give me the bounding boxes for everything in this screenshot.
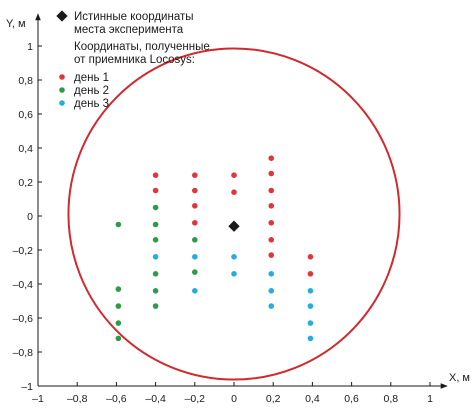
legend-series-marker xyxy=(59,100,65,106)
data-point xyxy=(115,303,122,309)
y-tick-label: 0,2 xyxy=(18,177,33,189)
data-point xyxy=(268,303,275,309)
data-point xyxy=(192,172,198,178)
data-point xyxy=(268,252,275,258)
true-position-marker xyxy=(228,220,240,232)
data-point xyxy=(231,172,237,178)
data-point xyxy=(307,320,314,326)
data-point xyxy=(268,203,275,209)
data-point xyxy=(192,253,198,260)
data-point xyxy=(152,288,159,294)
data-point xyxy=(152,237,159,243)
x-tick-label: 0 xyxy=(231,393,237,405)
y-tick-label: –1 xyxy=(21,381,33,393)
x-tick-label: –0,4 xyxy=(145,393,166,405)
tick-labels: –1 –0,8 –0,6 –0,4 –0,2 0 0,2 0,4 0,6 0,8 1 1 0,8 0,6 0… xyxy=(13,41,434,405)
y-tick-label: –0,8 xyxy=(13,347,34,359)
x-tick-label: 0,4 xyxy=(305,393,320,405)
data-point xyxy=(152,204,159,211)
y-tick-label: 1 xyxy=(27,41,33,53)
data-point xyxy=(268,288,275,294)
data-point xyxy=(268,187,275,194)
y-axis-label: Y, м xyxy=(6,18,26,30)
data-point xyxy=(268,237,275,243)
data-point xyxy=(115,286,122,292)
x-tick-label: 0,8 xyxy=(383,393,398,405)
data-point xyxy=(231,253,237,260)
x-tick-label: –1 xyxy=(32,393,44,405)
data-point xyxy=(307,271,314,277)
data-point xyxy=(192,187,198,194)
data-point xyxy=(268,155,275,161)
data-point xyxy=(115,221,122,228)
data-point xyxy=(192,220,198,226)
x-tick-label: 0,2 xyxy=(266,393,281,405)
legend-header: Координаты, полученные xyxy=(74,41,210,53)
legend-true-position-label-cont: места эксперимента xyxy=(74,24,184,36)
y-tick-label: 0,8 xyxy=(18,75,33,87)
data-point xyxy=(115,320,122,326)
data-point xyxy=(192,203,198,209)
data-point xyxy=(152,172,159,178)
axes xyxy=(35,13,448,389)
y-tick-label: 0,6 xyxy=(18,109,33,121)
data-point xyxy=(192,288,198,294)
y-tick-label: –0,6 xyxy=(13,313,34,325)
y-tick-label: –0,2 xyxy=(13,245,34,257)
legend-header-cont: от приемника Locosys: xyxy=(74,54,195,66)
data-point xyxy=(115,335,122,342)
x-tick-label: –0,6 xyxy=(106,393,127,405)
data-point xyxy=(192,269,198,275)
tick-marks xyxy=(37,45,431,387)
x-tick-label: 0,6 xyxy=(344,393,359,405)
legend-series-label: день 2 xyxy=(74,85,109,97)
data-point xyxy=(152,253,159,260)
data-point xyxy=(152,303,159,309)
data-point xyxy=(268,170,275,177)
data-point xyxy=(152,221,159,228)
data-point xyxy=(268,220,275,226)
x-axis-label: X, м xyxy=(449,372,470,384)
data-point xyxy=(152,271,159,277)
legend: Истинные координаты места эксперимента К… xyxy=(56,10,210,110)
data-point xyxy=(231,271,237,277)
legend-series-marker xyxy=(59,74,65,80)
data-point xyxy=(307,303,314,309)
legend-true-position-icon xyxy=(56,10,68,22)
data-point xyxy=(192,237,198,243)
accuracy-circle xyxy=(67,47,401,381)
y-tick-label: 0 xyxy=(27,211,33,223)
legend-series-marker xyxy=(59,87,65,93)
data-point xyxy=(268,271,275,277)
y-tick-label: 0,4 xyxy=(18,143,33,155)
x-tick-label: –0,2 xyxy=(185,393,206,405)
x-tick-label: 1 xyxy=(427,393,433,405)
data-point xyxy=(307,335,314,342)
data-point xyxy=(231,189,237,195)
data-point xyxy=(307,288,314,294)
legend-true-position-label: Истинные координаты xyxy=(74,11,194,23)
legend-series-label: день 1 xyxy=(74,72,109,84)
data-points xyxy=(115,155,314,342)
data-point xyxy=(307,253,314,260)
y-tick-label: –0,4 xyxy=(13,279,34,291)
x-tick-label: –0,8 xyxy=(67,393,88,405)
data-point xyxy=(152,187,159,194)
legend-series-label: день 3 xyxy=(74,98,109,110)
